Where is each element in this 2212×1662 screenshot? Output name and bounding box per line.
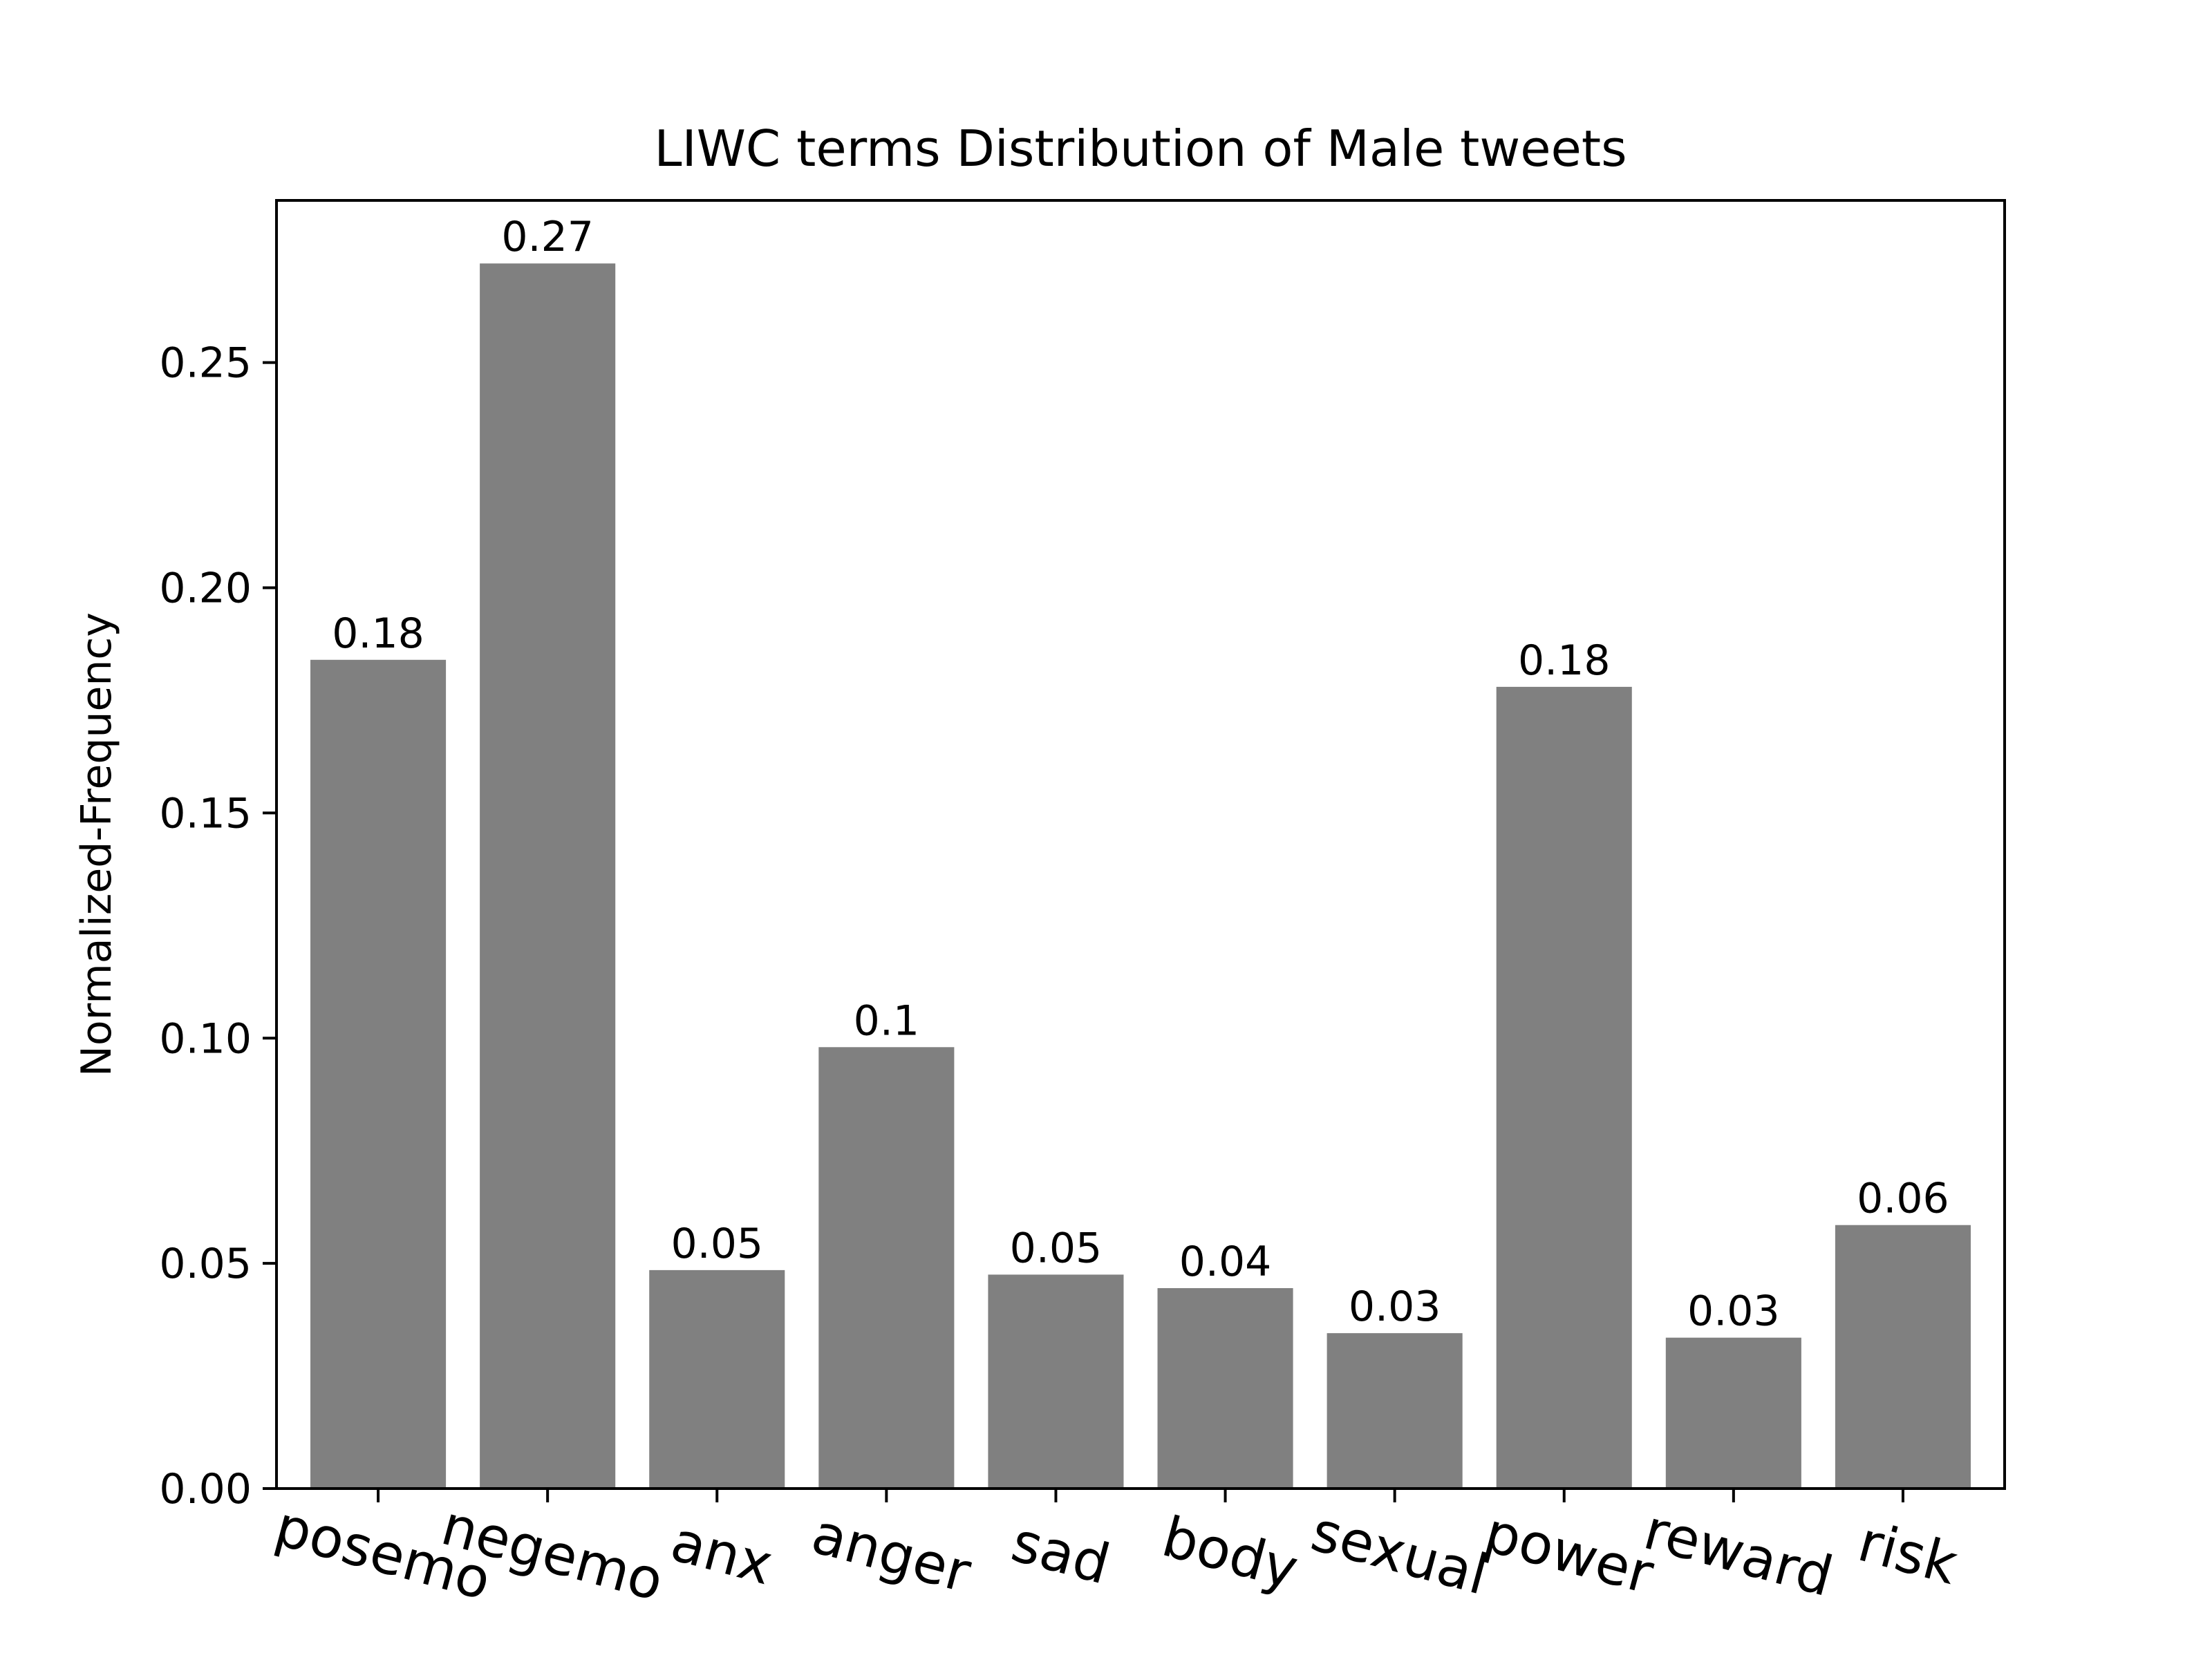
x-tick-label-sexual: sexual bbox=[1305, 1499, 1494, 1607]
x-tick-label-power: power bbox=[1478, 1500, 1660, 1607]
data-label-anx: 0.05 bbox=[671, 1220, 763, 1268]
data-label-posemo: 0.18 bbox=[332, 610, 424, 658]
data-labels-layer: 0.18 0.27 0.05 0.1 0.05 0.04 0.03 0.18 0.03 0.06 bbox=[332, 213, 1949, 1335]
data-label-anger: 0.1 bbox=[854, 997, 919, 1045]
bar-reward bbox=[1665, 1337, 1801, 1489]
y-tick-label-0: 0.00 bbox=[159, 1465, 252, 1513]
bar-sad bbox=[988, 1274, 1124, 1489]
data-label-sad: 0.05 bbox=[1010, 1224, 1103, 1272]
x-tick-label-anger: anger bbox=[805, 1501, 977, 1605]
data-label-body: 0.04 bbox=[1179, 1238, 1272, 1286]
bar-sexual bbox=[1327, 1333, 1463, 1489]
chart-title: LIWC terms Distribution of Male tweets bbox=[654, 120, 1627, 178]
bar-posemo bbox=[310, 659, 447, 1489]
y-tick-label-3: 0.15 bbox=[159, 789, 252, 838]
bar-anx bbox=[649, 1269, 785, 1489]
y-axis: 0.00 0.05 0.10 0.15 0.20 0.25 bbox=[159, 339, 276, 1513]
bar-risk bbox=[1835, 1225, 1971, 1489]
bar-power bbox=[1496, 686, 1632, 1489]
y-tick-label-2: 0.10 bbox=[159, 1014, 252, 1063]
x-tick-label-body: body bbox=[1156, 1504, 1304, 1602]
y-axis-label: Normalized-Frequency bbox=[73, 612, 121, 1077]
y-tick-label-1: 0.05 bbox=[159, 1240, 252, 1288]
x-tick-label-risk: risk bbox=[1852, 1509, 1965, 1597]
x-tick-label-anx: anx bbox=[664, 1509, 779, 1597]
y-tick-label-5: 0.25 bbox=[159, 339, 252, 388]
bar-negemo bbox=[480, 263, 616, 1489]
x-tick-label-sad: sad bbox=[1005, 1509, 1116, 1596]
data-label-reward: 0.03 bbox=[1687, 1287, 1780, 1336]
data-label-power: 0.18 bbox=[1518, 636, 1611, 685]
data-label-risk: 0.06 bbox=[1857, 1175, 1949, 1223]
plot-frame bbox=[275, 199, 2006, 1490]
data-label-negemo: 0.27 bbox=[501, 213, 594, 261]
bars-layer bbox=[310, 263, 1971, 1489]
bar-anger bbox=[818, 1047, 955, 1489]
data-label-sexual: 0.03 bbox=[1349, 1283, 1441, 1331]
bar-body bbox=[1157, 1287, 1293, 1489]
y-tick-label-4: 0.20 bbox=[159, 565, 252, 613]
x-tick-label-reward: reward bbox=[1638, 1498, 1839, 1609]
